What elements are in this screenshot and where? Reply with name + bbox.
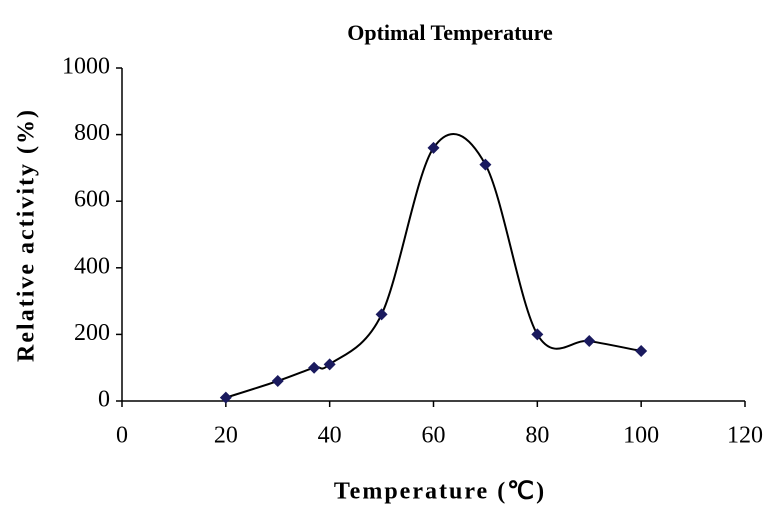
chart-title: Optimal Temperature — [347, 20, 553, 45]
marker — [375, 308, 388, 321]
x-axis-title: Temperature (℃) — [334, 479, 546, 505]
marker — [635, 345, 648, 358]
y-tick-label: 800 — [74, 120, 110, 146]
marker — [219, 391, 232, 404]
marker — [427, 141, 440, 154]
y-tick-label: 1000 — [62, 54, 110, 80]
x-tick-label: 60 — [422, 423, 446, 449]
marker — [531, 328, 544, 341]
marker — [308, 361, 321, 374]
x-tick-label: 0 — [116, 423, 128, 449]
x-tick-label: 120 — [727, 423, 763, 449]
x-tick-label: 20 — [214, 423, 238, 449]
y-tick-label: 400 — [74, 253, 110, 279]
line — [225, 133, 642, 399]
marker — [271, 375, 284, 388]
y-tick-label: 600 — [74, 187, 110, 213]
y-tick-label: 200 — [74, 320, 110, 346]
y-axis-title: Relative activity (%) — [14, 108, 40, 362]
x-tick-label: 40 — [318, 423, 342, 449]
x-tick-label: 80 — [525, 423, 549, 449]
marker — [479, 158, 492, 171]
marker — [323, 358, 336, 371]
x-tick-label: 100 — [623, 423, 659, 449]
y-tick-label: 0 — [98, 387, 110, 413]
marker — [583, 335, 596, 348]
